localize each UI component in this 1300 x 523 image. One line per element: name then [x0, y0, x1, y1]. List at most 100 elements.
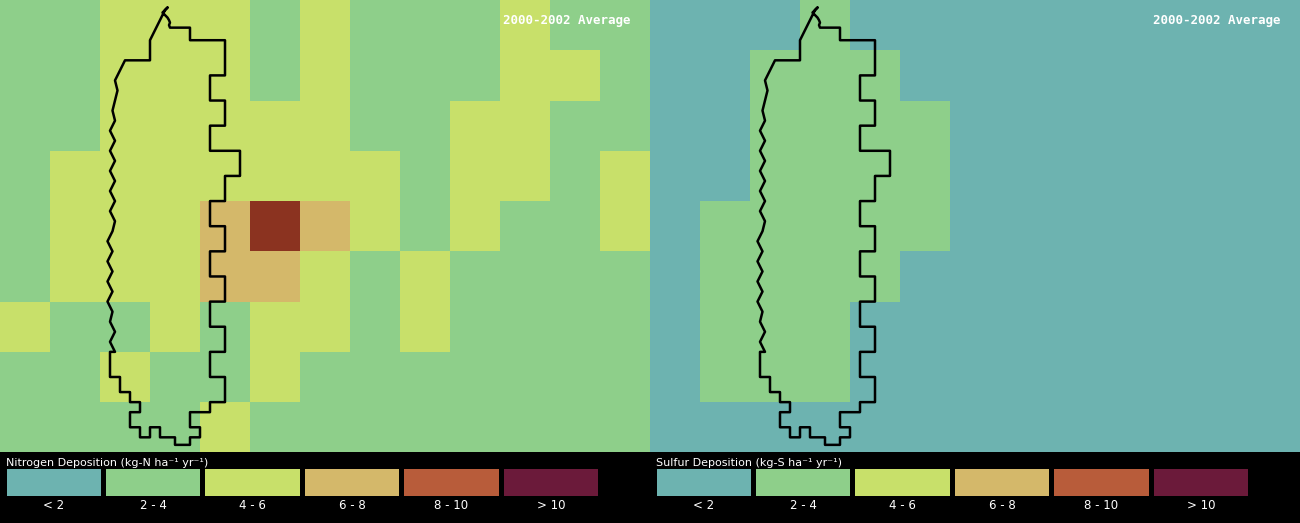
- Bar: [800, 402, 850, 452]
- Bar: [699, 151, 750, 201]
- Bar: [800, 302, 850, 352]
- Bar: [601, 402, 650, 452]
- Bar: [150, 402, 200, 452]
- Bar: [100, 0, 150, 50]
- Bar: [1100, 252, 1150, 302]
- Text: 8 - 10: 8 - 10: [434, 499, 468, 512]
- Bar: [699, 50, 750, 100]
- Bar: [1150, 151, 1200, 201]
- Bar: [1100, 50, 1150, 100]
- Bar: [1200, 151, 1251, 201]
- Bar: [0, 302, 49, 352]
- Text: 4 - 6: 4 - 6: [239, 499, 266, 512]
- Bar: [750, 402, 800, 452]
- Bar: [699, 302, 750, 352]
- Bar: [950, 100, 1000, 151]
- Bar: [1150, 0, 1200, 50]
- Bar: [1050, 302, 1100, 352]
- Bar: [750, 352, 800, 402]
- Bar: [150, 252, 200, 302]
- Bar: [0, 201, 49, 252]
- Bar: [100, 100, 150, 151]
- Bar: [699, 100, 750, 151]
- Text: < 2: < 2: [693, 499, 714, 512]
- Bar: [850, 100, 900, 151]
- Bar: [1200, 302, 1251, 352]
- Bar: [699, 252, 750, 302]
- Bar: [350, 252, 400, 302]
- Bar: [1100, 352, 1150, 402]
- Bar: [1050, 0, 1100, 50]
- Bar: [950, 302, 1000, 352]
- Text: 2000-2002 Average: 2000-2002 Average: [1153, 14, 1280, 27]
- Bar: [350, 402, 400, 452]
- Bar: [250, 100, 300, 151]
- Bar: [350, 302, 400, 352]
- Bar: [1251, 100, 1300, 151]
- Bar: [250, 201, 300, 252]
- Bar: [300, 402, 350, 452]
- Bar: [950, 201, 1000, 252]
- Bar: [800, 50, 850, 100]
- Bar: [400, 151, 450, 201]
- Text: 2 - 4: 2 - 4: [139, 499, 166, 512]
- Bar: [1100, 0, 1150, 50]
- Bar: [350, 352, 400, 402]
- Bar: [1251, 50, 1300, 100]
- Bar: [100, 402, 150, 452]
- Bar: [500, 352, 550, 402]
- Bar: [49, 50, 100, 100]
- Bar: [1000, 252, 1050, 302]
- Bar: [400, 50, 450, 100]
- Bar: [250, 151, 300, 201]
- Bar: [1050, 252, 1100, 302]
- Bar: [250, 252, 300, 302]
- Bar: [900, 151, 950, 201]
- Bar: [300, 201, 350, 252]
- Bar: [450, 252, 500, 302]
- Text: 8 - 10: 8 - 10: [1084, 499, 1118, 512]
- Bar: [650, 100, 699, 151]
- Bar: [900, 302, 950, 352]
- Bar: [150, 0, 200, 50]
- Bar: [850, 151, 900, 201]
- Bar: [601, 50, 650, 100]
- Bar: [300, 252, 350, 302]
- Text: 6 - 8: 6 - 8: [338, 499, 365, 512]
- Bar: [100, 352, 150, 402]
- Bar: [1054, 469, 1149, 496]
- Bar: [850, 201, 900, 252]
- Bar: [900, 252, 950, 302]
- Bar: [49, 100, 100, 151]
- Bar: [950, 0, 1000, 50]
- Bar: [1050, 402, 1100, 452]
- Bar: [1150, 201, 1200, 252]
- Bar: [1100, 100, 1150, 151]
- Bar: [100, 201, 150, 252]
- Bar: [900, 352, 950, 402]
- Bar: [1150, 302, 1200, 352]
- Bar: [954, 469, 1049, 496]
- Bar: [350, 100, 400, 151]
- Bar: [1000, 352, 1050, 402]
- Bar: [6, 469, 101, 496]
- Bar: [450, 402, 500, 452]
- Bar: [850, 0, 900, 50]
- Bar: [900, 50, 950, 100]
- Bar: [1000, 201, 1050, 252]
- Bar: [300, 151, 350, 201]
- Bar: [107, 469, 200, 496]
- Bar: [0, 402, 49, 452]
- Bar: [200, 402, 250, 452]
- Bar: [750, 0, 800, 50]
- Bar: [200, 0, 250, 50]
- Bar: [200, 302, 250, 352]
- Bar: [500, 151, 550, 201]
- Bar: [49, 302, 100, 352]
- Bar: [400, 302, 450, 352]
- Bar: [1050, 352, 1100, 402]
- Bar: [850, 302, 900, 352]
- Bar: [1100, 302, 1150, 352]
- Bar: [200, 252, 250, 302]
- Bar: [650, 302, 699, 352]
